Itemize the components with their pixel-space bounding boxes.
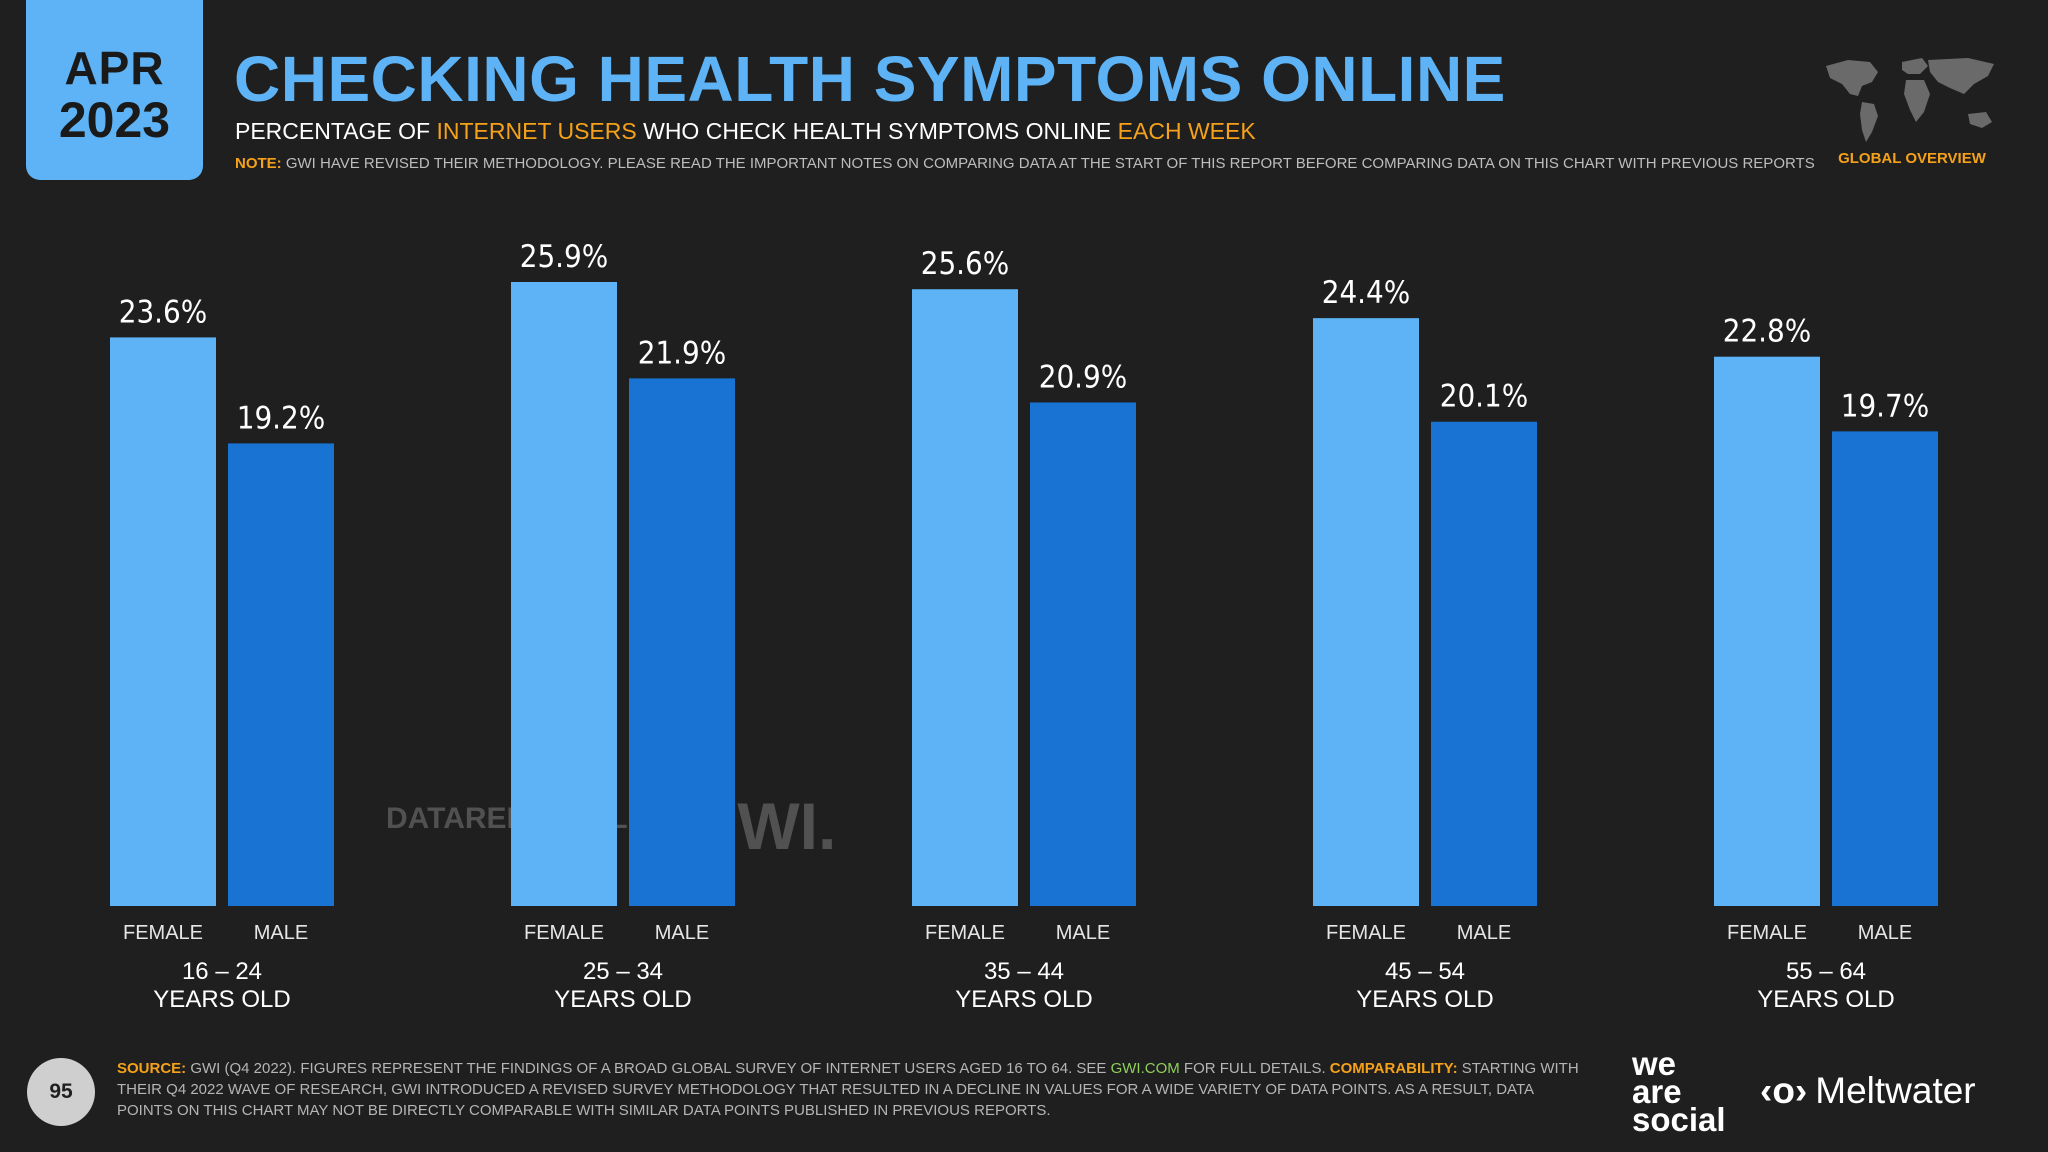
subtitle: PERCENTAGE OF INTERNET USERS WHO CHECK H… (235, 118, 1256, 145)
world-map-icon (1818, 52, 2004, 148)
category-label-4: 45 – 54 (1385, 958, 1465, 985)
series-label-male-2: MALE (655, 922, 709, 944)
subtitle-highlight-each-week: EACH WEEK (1117, 118, 1256, 144)
category-label-3: 35 – 44 (984, 958, 1064, 985)
bar-male-5 (1832, 431, 1938, 906)
category-suffix-3: YEARS OLD (955, 986, 1092, 1013)
series-label-male-5: MALE (1858, 922, 1912, 944)
source-text-2: FOR FULL DETAILS. (1179, 1060, 1330, 1077)
category-suffix-2: YEARS OLD (554, 986, 691, 1013)
bar-female-4 (1313, 318, 1419, 906)
note-label: NOTE: (235, 155, 282, 172)
category-label-5: 55 – 64 (1786, 958, 1866, 985)
value-label-female-2: 25.9% (520, 239, 609, 275)
category-suffix-1: YEARS OLD (153, 986, 290, 1013)
value-label-male-3: 20.9% (1039, 359, 1128, 395)
meltwater-logo: ‹o› Meltwater (1760, 1070, 1976, 1112)
value-label-male-2: 21.9% (638, 335, 727, 371)
series-label-female-1: FEMALE (123, 922, 203, 944)
value-label-male-4: 20.1% (1440, 379, 1529, 415)
meltwater-icon: ‹o› (1760, 1070, 1808, 1111)
brand-we: we (1632, 1045, 1677, 1082)
source-text-1: GWI (Q4 2022). FIGURES REPRESENT THE FIN… (186, 1060, 1111, 1077)
source-link[interactable]: GWI.COM (1110, 1060, 1180, 1077)
subtitle-highlight-internet-users: INTERNET USERS (436, 118, 637, 144)
subtitle-part2: WHO CHECK HEALTH SYMPTOMS ONLINE (636, 118, 1118, 144)
bar-female-5 (1714, 356, 1820, 906)
category-suffix-5: YEARS OLD (1757, 986, 1894, 1013)
value-label-male-5: 19.7% (1841, 388, 1930, 424)
page-title: CHECKING HEALTH SYMPTOMS ONLINE (234, 43, 1506, 115)
series-label-female-5: FEMALE (1727, 922, 1807, 944)
value-label-female-1: 23.6% (119, 294, 208, 330)
brand-social: social (1632, 1101, 1726, 1138)
methodology-note: NOTE: GWI HAVE REVISED THEIR METHODOLOGY… (235, 155, 1815, 172)
note-text: GWI HAVE REVISED THEIR METHODOLOGY. PLEA… (281, 155, 1815, 172)
bar-male-2 (629, 378, 735, 906)
page-number: 95 (27, 1058, 95, 1126)
meltwater-wordmark: Meltwater (1815, 1070, 1976, 1111)
region-label: GLOBAL OVERVIEW (1838, 150, 1986, 167)
source-note: SOURCE: GWI (Q4 2022). FIGURES REPRESENT… (117, 1058, 1587, 1121)
value-label-female-5: 22.8% (1723, 314, 1812, 350)
comparability-label: COMPARABILITY: (1329, 1060, 1458, 1077)
series-label-female-3: FEMALE (925, 922, 1005, 944)
value-label-female-3: 25.6% (921, 246, 1010, 282)
series-label-male-4: MALE (1457, 922, 1511, 944)
series-label-female-4: FEMALE (1326, 922, 1406, 944)
source-label: SOURCE: (117, 1060, 187, 1077)
category-label-2: 25 – 34 (583, 958, 663, 985)
value-label-male-1: 19.2% (237, 400, 326, 436)
we-are-social-logo: we are social (1632, 1045, 1726, 1138)
bar-female-1 (110, 337, 216, 907)
date-year: 2023 (58, 92, 171, 148)
date-badge: APR 2023 (26, 0, 203, 180)
comparability-text: STARTING WITH THEIR Q4 2022 WAVE OF RESE… (117, 1060, 1579, 1119)
series-label-male-3: MALE (1056, 922, 1110, 944)
bar-male-1 (228, 443, 334, 906)
subtitle-part1: PERCENTAGE OF (235, 118, 437, 144)
series-label-female-2: FEMALE (524, 922, 604, 944)
bar-male-3 (1030, 402, 1136, 906)
series-label-male-1: MALE (254, 922, 308, 944)
category-label-1: 16 – 24 (182, 958, 262, 985)
bar-female-2 (511, 282, 617, 906)
brand-are: are (1632, 1073, 1682, 1110)
bar-female-3 (912, 289, 1018, 907)
bar-male-4 (1431, 421, 1537, 906)
date-month: APR (64, 42, 165, 94)
category-suffix-4: YEARS OLD (1356, 986, 1493, 1013)
value-label-female-4: 24.4% (1322, 275, 1411, 311)
